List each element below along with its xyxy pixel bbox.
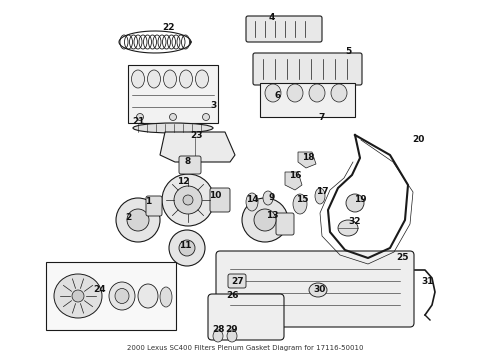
Ellipse shape (338, 220, 358, 236)
Ellipse shape (227, 330, 237, 342)
Ellipse shape (309, 283, 327, 297)
Text: 2000 Lexus SC400 Filters Plenum Gasket Diagram for 17116-50010: 2000 Lexus SC400 Filters Plenum Gasket D… (127, 345, 363, 351)
FancyBboxPatch shape (246, 16, 322, 42)
Text: 7: 7 (319, 113, 325, 122)
Ellipse shape (72, 290, 84, 302)
Bar (46, 262, 176, 330)
FancyBboxPatch shape (146, 196, 162, 216)
FancyBboxPatch shape (276, 213, 294, 235)
Text: 14: 14 (245, 195, 258, 204)
Ellipse shape (242, 198, 288, 242)
Ellipse shape (254, 209, 276, 231)
Text: 9: 9 (269, 194, 275, 202)
Text: 21: 21 (132, 117, 144, 126)
Ellipse shape (196, 70, 209, 88)
Text: 3: 3 (210, 100, 216, 109)
Text: 1: 1 (145, 198, 151, 207)
Text: 19: 19 (354, 195, 367, 204)
Ellipse shape (127, 209, 149, 231)
Text: 4: 4 (269, 13, 275, 22)
Bar (128, 65, 218, 123)
Ellipse shape (213, 330, 223, 342)
Text: 15: 15 (296, 195, 308, 204)
Ellipse shape (147, 70, 161, 88)
Text: 24: 24 (94, 285, 106, 294)
Ellipse shape (179, 70, 193, 88)
Text: 23: 23 (190, 130, 202, 139)
Polygon shape (285, 172, 302, 190)
Ellipse shape (170, 113, 176, 121)
FancyBboxPatch shape (253, 53, 362, 85)
Text: 26: 26 (226, 292, 238, 301)
Ellipse shape (164, 70, 176, 88)
Text: 31: 31 (422, 278, 434, 287)
FancyBboxPatch shape (216, 251, 414, 327)
Polygon shape (160, 132, 235, 162)
Text: 29: 29 (226, 325, 238, 334)
Ellipse shape (265, 84, 281, 102)
Text: 17: 17 (316, 188, 328, 197)
Polygon shape (298, 152, 316, 168)
Ellipse shape (309, 84, 325, 102)
Ellipse shape (293, 194, 307, 214)
Text: 8: 8 (185, 158, 191, 166)
Ellipse shape (54, 274, 102, 318)
Ellipse shape (263, 191, 273, 205)
Ellipse shape (331, 84, 347, 102)
Text: 25: 25 (396, 253, 408, 262)
Ellipse shape (131, 70, 145, 88)
Ellipse shape (246, 193, 258, 211)
Ellipse shape (179, 240, 195, 256)
Ellipse shape (169, 230, 205, 266)
Text: 30: 30 (314, 285, 326, 294)
Text: 27: 27 (232, 278, 245, 287)
Text: 10: 10 (209, 192, 221, 201)
Text: 20: 20 (412, 135, 424, 144)
Text: 18: 18 (302, 153, 314, 162)
Text: 2: 2 (125, 213, 131, 222)
Text: 5: 5 (345, 48, 351, 57)
Ellipse shape (346, 194, 364, 212)
Ellipse shape (137, 113, 144, 121)
Bar (260, 83, 355, 117)
Text: 13: 13 (266, 211, 278, 220)
Ellipse shape (287, 84, 303, 102)
Ellipse shape (174, 186, 202, 214)
Text: 11: 11 (179, 240, 191, 249)
Ellipse shape (160, 287, 172, 307)
Ellipse shape (162, 174, 214, 226)
Ellipse shape (133, 123, 213, 133)
Text: 16: 16 (289, 171, 301, 180)
Ellipse shape (138, 284, 158, 308)
FancyBboxPatch shape (228, 274, 246, 288)
FancyBboxPatch shape (179, 156, 201, 174)
Text: 22: 22 (162, 23, 174, 32)
FancyBboxPatch shape (210, 188, 230, 212)
Ellipse shape (116, 198, 160, 242)
Ellipse shape (115, 288, 129, 303)
Ellipse shape (202, 113, 210, 121)
Ellipse shape (183, 195, 193, 205)
Ellipse shape (315, 188, 325, 204)
Ellipse shape (109, 282, 135, 310)
Text: 32: 32 (349, 217, 361, 226)
Text: 6: 6 (275, 90, 281, 99)
Text: 28: 28 (212, 325, 224, 334)
FancyBboxPatch shape (208, 294, 284, 340)
Text: 12: 12 (177, 177, 189, 186)
